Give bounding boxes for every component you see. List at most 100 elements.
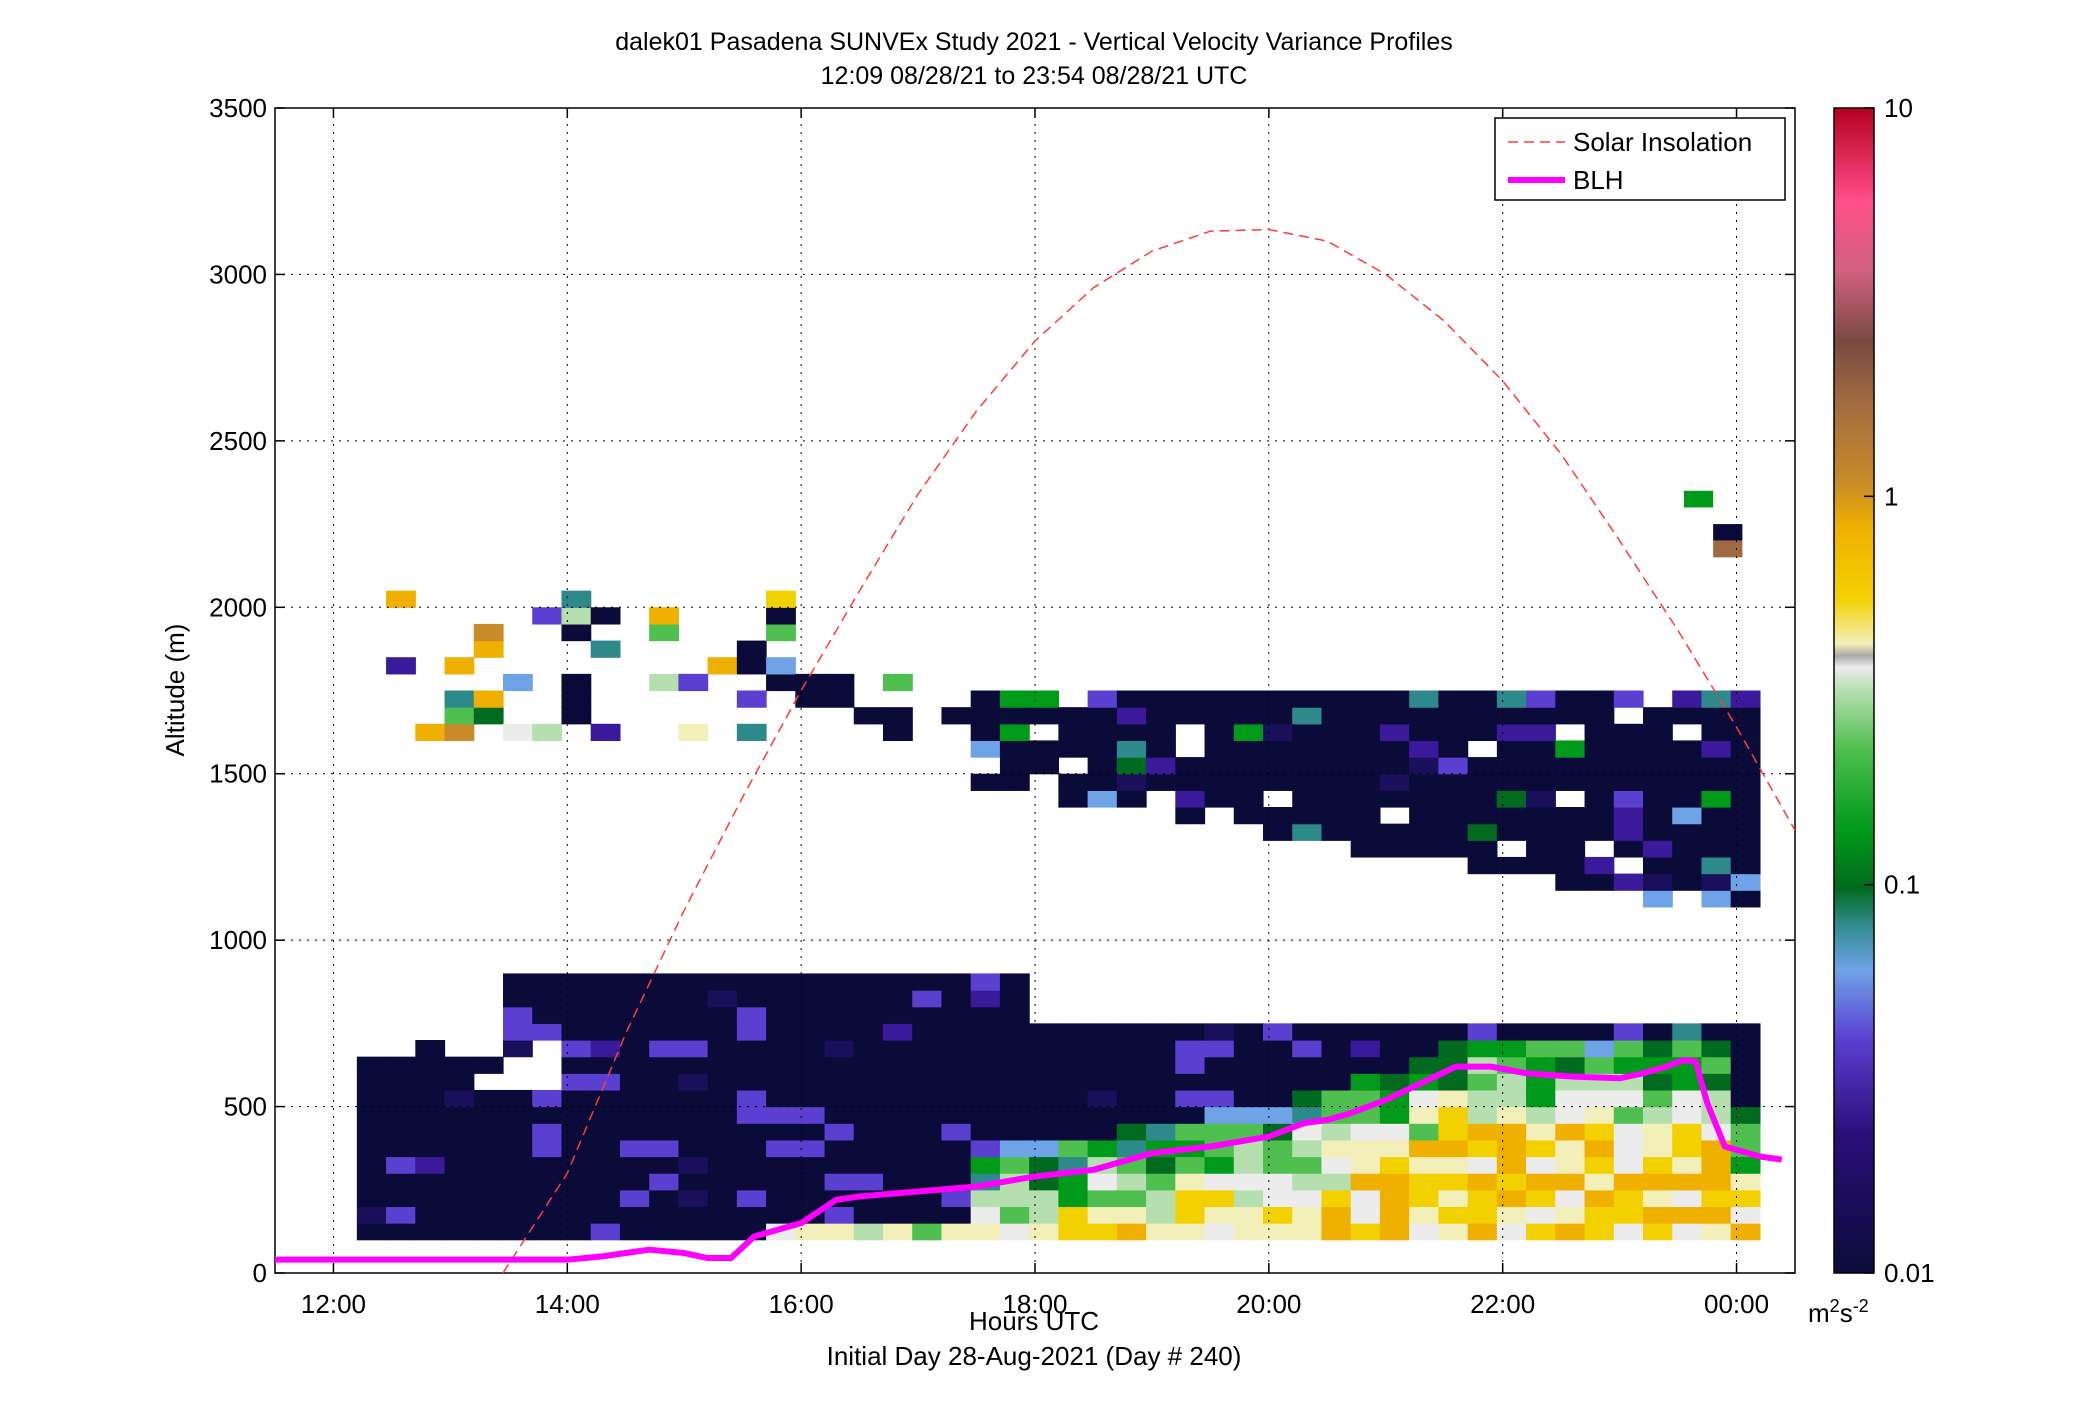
x-tick-label: 12:00 [301,1289,366,1319]
variance-cell [678,1073,709,1091]
variance-cell [1292,723,1323,742]
variance-cell [1584,1023,1615,1041]
variance-cell [473,1173,504,1191]
variance-cell [619,1073,650,1091]
variance-cell [1292,740,1323,758]
variance-cell [1146,1173,1176,1191]
variance-cell [532,1089,563,1108]
variance-cell [1175,1089,1206,1108]
variance-cell [1321,1023,1352,1041]
variance-cell [386,590,416,608]
variance-cell [356,1173,387,1191]
variance-cell [1672,1073,1703,1091]
variance-cell [1526,1156,1556,1174]
variance-cell [444,1073,475,1091]
variance-cell [883,1006,913,1024]
variance-cell [1584,873,1615,891]
variance-cell [444,1139,475,1158]
variance-cell [736,1156,767,1174]
variance-cell [1555,1023,1586,1041]
variance-cell [561,1206,592,1224]
variance-cell [1467,757,1498,775]
variance-cell [912,1123,943,1141]
variance-cell [1613,807,1644,825]
variance-cell [503,1040,533,1058]
variance-cell [766,1073,796,1091]
variance-cell [649,1106,679,1124]
variance-cell [1116,1106,1147,1124]
variance-cell [736,1206,767,1224]
variance-cell [1730,773,1761,791]
variance-cell [1643,856,1673,875]
variance-cell [1321,757,1352,775]
variance-cell [1496,690,1527,708]
variance-cell [1263,1106,1293,1124]
variance-cell [941,1006,972,1024]
variance-cell [1701,1056,1732,1074]
variance-cell [1643,1023,1673,1041]
variance-cell [1584,823,1615,841]
variance-cell [1496,807,1527,825]
variance-cell [1087,690,1118,708]
variance-cell [1438,740,1469,758]
variance-cell [1029,1123,1059,1141]
variance-cell [853,1073,884,1091]
variance-cell [561,1156,592,1174]
variance-cell [707,1106,738,1124]
variance-cell [1438,840,1469,858]
variance-cell [1643,890,1673,908]
variance-cell [1467,1106,1498,1124]
variance-cell [1701,823,1732,841]
variance-cell [1321,790,1352,808]
variance-cell [1175,1156,1206,1174]
variance-cell [999,740,1030,758]
variance-cell [1555,1206,1586,1224]
variance-cell [649,1006,679,1024]
variance-cell [1087,1173,1118,1191]
variance-cell [766,1123,796,1141]
variance-cell [912,1023,943,1041]
variance-cell [1438,1023,1469,1041]
variance-cell [736,1139,767,1158]
variance-cell [619,1089,650,1108]
variance-cell [356,1056,387,1074]
variance-cell [824,1206,855,1224]
variance-cell [1555,1056,1586,1074]
variance-cell [1350,723,1381,742]
variance-cell [1613,1156,1644,1174]
variance-cell [1233,1056,1264,1074]
variance-cell [1438,723,1469,742]
variance-cell [1496,1189,1527,1208]
variance-cell [1701,1073,1732,1091]
variance-cell [766,1023,796,1041]
variance-cell [1175,757,1206,775]
variance-cell [941,1040,972,1058]
variance-cell [415,1173,446,1191]
variance-cell [1613,790,1644,808]
variance-cell [1116,1056,1147,1074]
variance-cell [1584,707,1615,725]
variance-cell [912,1173,943,1191]
variance-cell [1438,1040,1469,1058]
variance-cell [1701,890,1732,908]
variance-cell [1263,690,1293,708]
variance-cell [1263,757,1293,775]
variance-cell [1672,807,1703,825]
variance-cell [795,1023,826,1041]
variance-cell [1379,773,1410,791]
variance-cell [619,1139,650,1158]
variance-cell [736,1006,767,1024]
variance-cell [532,1206,563,1224]
variance-cell [1292,1089,1323,1108]
variance-cell [1087,1189,1118,1208]
variance-cell [649,1073,679,1091]
variance-cell [1350,1139,1381,1158]
y-tick-label: 1000 [209,925,267,955]
variance-cell [1409,723,1439,742]
variance-cell [590,1089,621,1108]
variance-cell [1467,1156,1498,1174]
variance-cell [970,707,1001,725]
variance-cell [1409,823,1439,841]
variance-cell [1146,1156,1176,1174]
variance-cell [1496,856,1527,875]
